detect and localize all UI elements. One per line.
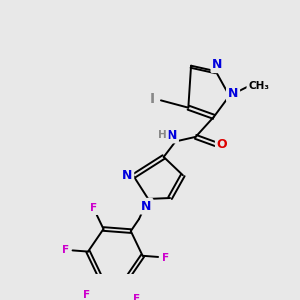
Text: N: N (167, 129, 177, 142)
Text: F: F (134, 294, 141, 300)
Text: F: F (90, 203, 97, 213)
Text: N: N (141, 200, 152, 213)
Text: F: F (162, 253, 169, 262)
Text: I: I (149, 92, 154, 106)
Text: O: O (217, 138, 227, 151)
Text: N: N (212, 58, 223, 71)
Text: N: N (122, 169, 132, 182)
Text: CH₃: CH₃ (248, 81, 269, 91)
Text: N: N (228, 88, 238, 100)
Text: F: F (83, 290, 91, 300)
Text: H: H (158, 130, 167, 140)
Text: F: F (62, 245, 69, 255)
